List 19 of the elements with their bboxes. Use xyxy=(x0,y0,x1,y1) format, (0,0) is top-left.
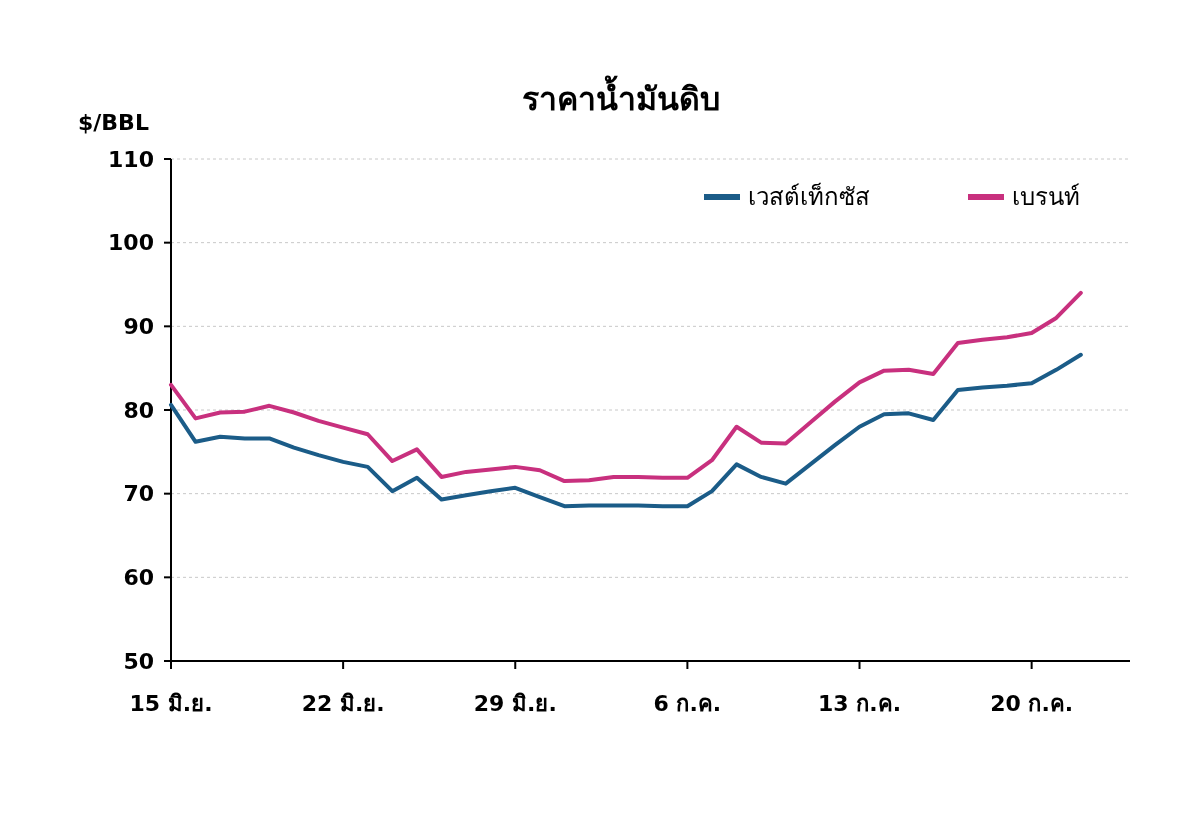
x-tick-label: 20 ก.ค. xyxy=(990,691,1074,716)
y-tick-label: 70 xyxy=(123,481,154,507)
x-tick-label: 22 มิ.ย. xyxy=(301,691,385,716)
y-axis-title: $/BBL xyxy=(78,110,149,135)
x-tick-label: 13 ก.ค. xyxy=(818,691,902,716)
legend-label: เบรนท์ xyxy=(1012,183,1080,212)
y-tick-label: 90 xyxy=(123,314,154,340)
y-tick-label: 50 xyxy=(123,648,154,674)
x-tick-label: 15 มิ.ย. xyxy=(129,691,213,716)
x-tick-label: 29 มิ.ย. xyxy=(473,691,557,716)
x-tick-label: 6 ก.ค. xyxy=(653,691,722,716)
y-tick-label: 60 xyxy=(123,565,154,591)
y-tick-label: 110 xyxy=(108,146,154,172)
y-tick-label: 80 xyxy=(123,397,154,423)
legend-label: เวสต์เท็กซัส xyxy=(748,182,870,212)
line-series xyxy=(169,352,1083,509)
chart-title: ราคาน้ำมันดิบ xyxy=(521,75,720,118)
line-series xyxy=(169,290,1083,484)
y-tick-label: 100 xyxy=(108,230,154,256)
